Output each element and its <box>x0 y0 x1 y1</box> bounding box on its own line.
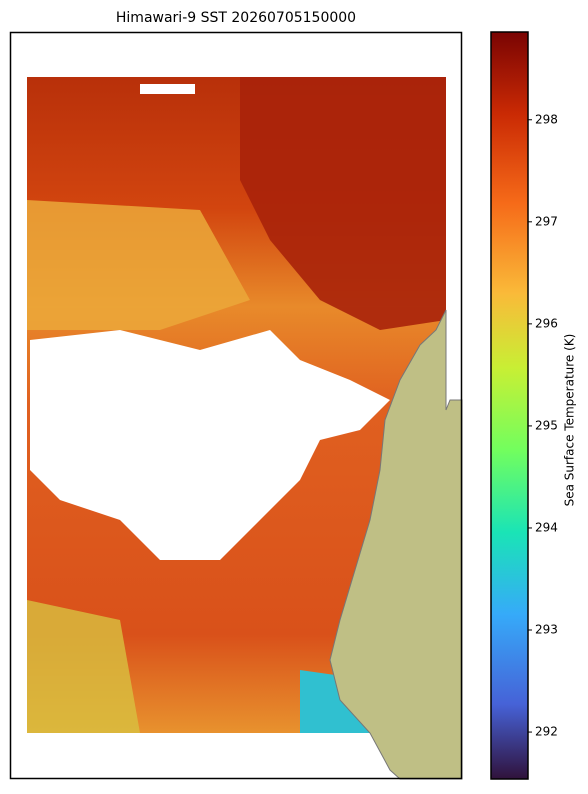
map-frame <box>9 31 463 780</box>
colorbar-tick-label: 296 <box>535 316 558 330</box>
colorbar-tick-label: 293 <box>535 623 558 637</box>
colorbar <box>490 31 529 780</box>
colorbar-tick-label: 294 <box>535 520 558 534</box>
sst-field <box>27 77 446 733</box>
title: Himawari-9 SST 20260705150000 <box>116 10 356 26</box>
colorbar-tick-label: 295 <box>535 418 558 432</box>
colorbar-tick-label: 292 <box>535 725 558 739</box>
colorbar-tick-label: 297 <box>535 214 558 228</box>
colorbar-label: Sea Surface Temperature (K) <box>563 334 577 507</box>
colorbar-tick-label: 298 <box>535 112 558 126</box>
